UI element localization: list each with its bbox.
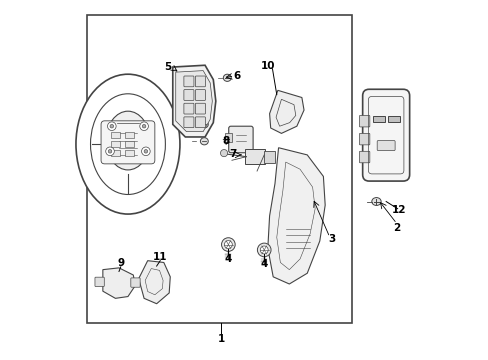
FancyBboxPatch shape: [195, 117, 205, 128]
FancyBboxPatch shape: [131, 278, 140, 287]
Ellipse shape: [90, 94, 165, 194]
FancyBboxPatch shape: [86, 15, 351, 323]
FancyBboxPatch shape: [111, 132, 120, 138]
FancyBboxPatch shape: [125, 141, 134, 147]
FancyBboxPatch shape: [228, 126, 253, 153]
FancyBboxPatch shape: [101, 121, 155, 164]
FancyBboxPatch shape: [111, 150, 120, 156]
Text: 12: 12: [391, 206, 405, 216]
Ellipse shape: [223, 74, 231, 81]
FancyBboxPatch shape: [183, 103, 194, 114]
FancyBboxPatch shape: [376, 140, 394, 150]
Polygon shape: [175, 71, 212, 132]
Text: 2: 2: [392, 224, 400, 233]
Polygon shape: [387, 116, 399, 122]
FancyBboxPatch shape: [95, 277, 104, 287]
Text: 9: 9: [117, 258, 124, 268]
Ellipse shape: [200, 121, 208, 128]
Ellipse shape: [76, 74, 180, 214]
Polygon shape: [139, 261, 170, 304]
Circle shape: [224, 240, 232, 248]
FancyBboxPatch shape: [183, 117, 194, 128]
Circle shape: [220, 149, 227, 157]
FancyBboxPatch shape: [195, 103, 205, 114]
Text: 4: 4: [260, 259, 267, 269]
FancyBboxPatch shape: [195, 76, 205, 87]
FancyBboxPatch shape: [359, 134, 369, 145]
Ellipse shape: [371, 198, 380, 206]
Circle shape: [260, 246, 267, 254]
FancyBboxPatch shape: [362, 89, 409, 181]
Circle shape: [142, 147, 150, 156]
Polygon shape: [172, 65, 215, 137]
Text: 4: 4: [224, 254, 232, 264]
Polygon shape: [102, 268, 135, 298]
Circle shape: [107, 122, 116, 131]
Text: 11: 11: [153, 252, 167, 262]
Circle shape: [144, 149, 147, 153]
Text: 5: 5: [163, 62, 171, 72]
FancyBboxPatch shape: [183, 76, 194, 87]
FancyBboxPatch shape: [111, 141, 120, 147]
Circle shape: [142, 125, 145, 128]
Text: 6: 6: [233, 71, 241, 81]
FancyBboxPatch shape: [263, 151, 274, 163]
Ellipse shape: [200, 138, 208, 145]
Circle shape: [108, 149, 112, 153]
Text: 10: 10: [260, 61, 274, 71]
Text: 3: 3: [328, 234, 335, 244]
Circle shape: [105, 147, 114, 156]
Text: 8: 8: [222, 136, 229, 145]
FancyBboxPatch shape: [244, 149, 265, 164]
FancyBboxPatch shape: [359, 116, 369, 127]
Circle shape: [140, 122, 148, 131]
Ellipse shape: [257, 243, 270, 257]
FancyBboxPatch shape: [183, 90, 194, 100]
FancyBboxPatch shape: [195, 90, 205, 100]
Polygon shape: [267, 148, 325, 284]
FancyBboxPatch shape: [224, 133, 231, 141]
Polygon shape: [269, 90, 304, 134]
Ellipse shape: [106, 111, 149, 170]
Polygon shape: [372, 116, 384, 122]
FancyBboxPatch shape: [125, 150, 134, 156]
Text: 1: 1: [217, 333, 224, 343]
Circle shape: [110, 125, 113, 128]
FancyBboxPatch shape: [359, 151, 369, 163]
Ellipse shape: [221, 238, 235, 251]
Text: 7: 7: [229, 149, 236, 159]
FancyBboxPatch shape: [125, 132, 134, 138]
